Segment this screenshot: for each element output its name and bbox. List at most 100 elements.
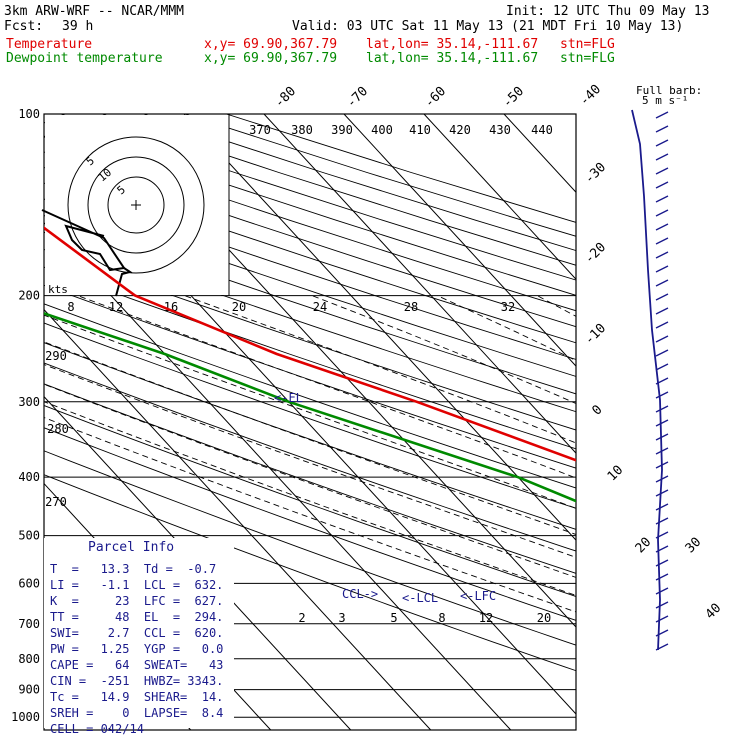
wind-barb	[655, 391, 669, 399]
pressure-label: 1000	[11, 710, 40, 724]
valid-time: Valid: 03 UTC Sat 11 May 13 (21 MDT Fri …	[292, 19, 684, 34]
isotherm-line	[44, 221, 512, 730]
parcel-level-annotation: <-LFC	[460, 589, 496, 603]
moist-adiabat	[44, 417, 576, 613]
isotherm-line	[503, 114, 576, 193]
wind-barb	[655, 139, 669, 147]
parcel-row: Tc = 14.9 SHEAR= 14.	[50, 690, 224, 704]
dry-adiabat	[44, 474, 576, 672]
pressure-label: 400	[18, 470, 40, 484]
isotherm-label: 10	[605, 463, 627, 485]
theta-label: 380	[291, 123, 313, 137]
theta-label: 440	[531, 123, 553, 137]
theta-label: 280	[47, 422, 69, 436]
isotherm-label: -30	[582, 160, 609, 187]
isotherm-label: 0	[589, 402, 605, 418]
dry-adiabat	[44, 231, 576, 413]
pressure-label: 200	[18, 289, 40, 303]
theta-label: 270	[45, 495, 67, 509]
wind-barb	[655, 545, 669, 553]
isotherm-label: -80	[272, 84, 299, 111]
dry-adiabat	[44, 342, 576, 530]
parcel-level-annotation: CCL->	[342, 587, 378, 601]
init-time: Init: 12 UTC Thu 09 May 13	[506, 4, 710, 19]
dry-adiabat	[44, 198, 576, 377]
dewpoint-station: stn=FLG	[560, 51, 615, 66]
isotherm-line	[584, 114, 740, 730]
speed-tick-label: 12	[109, 300, 123, 314]
wind-barb	[655, 335, 669, 343]
wind-barb	[655, 265, 669, 273]
mixing-ratio-line	[736, 583, 740, 730]
forecast-hour: 39 h	[62, 19, 94, 34]
isotherm-label: 40	[703, 601, 725, 623]
wind-barb	[655, 293, 669, 301]
forecast-label: Fcst:	[4, 19, 44, 34]
theta-label: 290	[45, 349, 67, 363]
speed-tick-label: 8	[67, 300, 74, 314]
parcel-level-annotation: <-EL	[274, 391, 303, 405]
dry-adiabat	[44, 427, 576, 621]
wind-barb	[655, 475, 669, 483]
wind-barb	[655, 629, 669, 637]
wind-barb	[655, 587, 669, 595]
wind-barb	[655, 461, 669, 469]
isotherm-line	[44, 395, 352, 730]
moist-adiabat	[44, 314, 576, 509]
wind-barb	[655, 321, 669, 329]
wind-barb	[655, 209, 669, 217]
wind-barb	[655, 349, 669, 357]
moist-adiabat	[536, 295, 576, 317]
mixing-ratio-label: 2	[298, 611, 305, 625]
dewpoint-legend-label: Dewpoint temperature	[6, 51, 163, 66]
wind-barb	[655, 181, 669, 189]
wind-barb	[655, 503, 669, 511]
wind-barb	[655, 433, 669, 441]
dry-adiabat	[44, 450, 576, 646]
isotherm-label: -70	[344, 84, 371, 111]
wind-barb	[655, 573, 669, 581]
temperature-xy: x,y= 69.90,367.79	[204, 37, 338, 52]
parcel-info-title: Parcel Info	[88, 540, 175, 555]
mixing-ratio-label: 3	[338, 611, 345, 625]
wind-barb	[655, 419, 669, 427]
wind-barb	[655, 223, 669, 231]
theta-label: 370	[249, 123, 271, 137]
wind-barb	[655, 237, 669, 245]
parcel-row: CELL = 042/14	[50, 722, 144, 736]
wind-barb	[655, 125, 669, 133]
parcel-row: PW = 1.25 YGP = 0.0	[50, 642, 224, 656]
wind-barb	[655, 489, 669, 497]
moist-adiabat	[437, 295, 576, 362]
wind-legend-unit: 5 m s⁻¹	[642, 94, 688, 107]
parcel-level-annotation: <-LCL	[402, 591, 438, 605]
wind-barb	[655, 447, 669, 455]
wind-barb	[655, 111, 669, 119]
isotherm-line	[423, 114, 576, 280]
moist-adiabat	[44, 401, 576, 596]
plot-frame	[43, 113, 577, 731]
wind-barb	[655, 195, 669, 203]
pressure-label: 500	[18, 529, 40, 543]
speed-tick-label: 32	[501, 300, 515, 314]
dry-adiabat	[44, 322, 576, 509]
dewpoint-xy: x,y= 69.90,367.79	[204, 51, 338, 66]
mixing-ratio-label: 8	[438, 611, 445, 625]
isotherm-line	[343, 114, 576, 367]
temperature-line	[44, 226, 576, 462]
isotherm-line	[44, 308, 432, 730]
theta-label: 410	[409, 123, 431, 137]
wind-barb	[655, 601, 669, 609]
isotherm-line	[0, 114, 31, 730]
wind-profile-line	[631, 109, 663, 651]
theta-label: 420	[449, 123, 471, 137]
moist-adiabat	[44, 383, 576, 578]
dewpoint-latlon: lat,lon= 35.14,-111.67	[366, 51, 539, 66]
speed-tick-label: 28	[404, 300, 418, 314]
dry-adiabat	[184, 114, 576, 237]
isotherm-line	[664, 114, 740, 730]
isotherm-label: 30	[683, 535, 705, 557]
isotherm-line	[263, 114, 576, 454]
parcel-info-panel: Parcel Info T = 13.3 Td = -0.7 LI = -1.1…	[44, 538, 234, 736]
temperature-latlon: lat,lon= 35.14,-111.67	[366, 37, 539, 52]
